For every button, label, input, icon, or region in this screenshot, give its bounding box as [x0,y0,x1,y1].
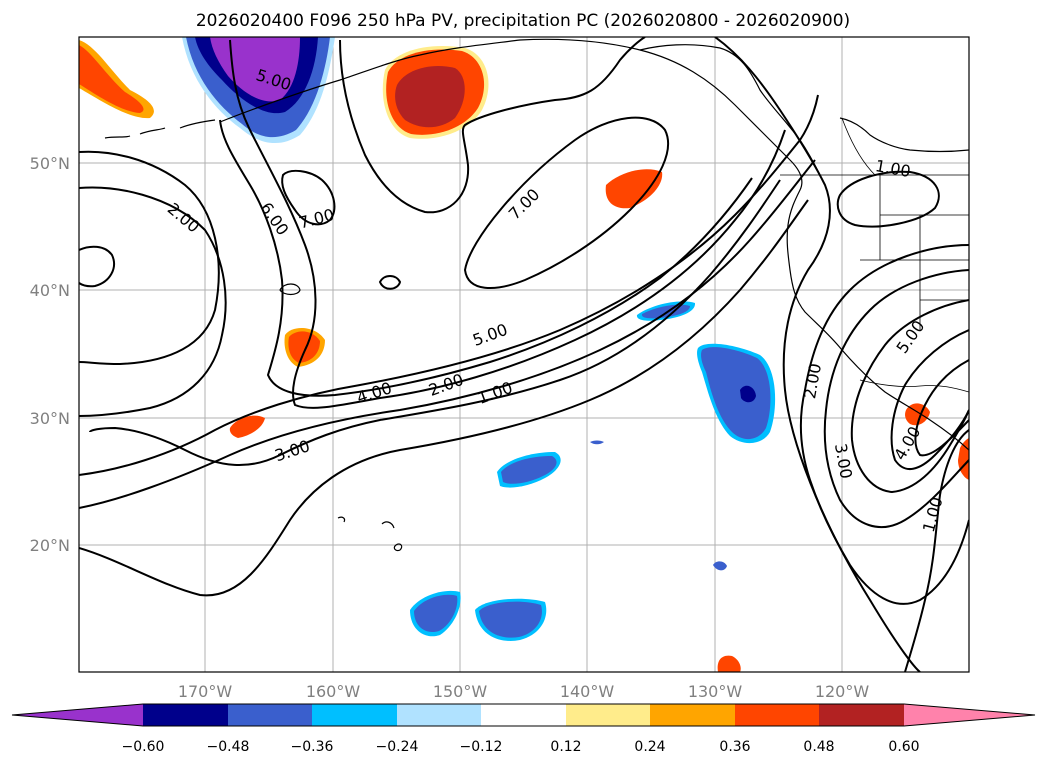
precip-negative-patch [701,347,771,440]
colorbar-tick-label: 0.48 [803,739,834,755]
colorbar-extend-high [904,704,1035,726]
hawaii-islands [337,516,403,552]
precip-positive-patch [605,169,663,209]
colorbar-tick-label: 0.36 [719,739,750,755]
contour-line [79,245,115,288]
colorbar-ticks: −0.60 −0.48 −0.36 −0.24 −0.12 0.12 0.24 … [122,739,920,755]
lon-label: 170°W [178,682,233,701]
lon-label: 120°W [815,682,870,701]
contour-line [89,179,781,467]
lat-labels: 50°N 40°N 30°N 20°N [30,154,70,555]
contour-line [79,186,227,417]
contour-line [79,94,819,476]
precip-positive-patch [395,65,465,128]
contour-line [79,199,809,597]
inland-coast [839,117,969,153]
map-background [79,37,969,672]
colorbar-outline [11,703,1036,727]
map-title: 2026020400 F096 250 hPa PV, precipitatio… [196,11,850,31]
precip-positive-patch [288,331,320,363]
precip-negative-patch [501,456,557,484]
contour-line [904,429,969,672]
contour-line [799,244,969,605]
lat-label: 30°N [30,409,70,428]
contour-line [914,359,969,457]
contour-line [714,37,921,672]
us-mexico-border [859,379,969,393]
lon-label: 160°W [306,682,361,701]
contour-line [79,150,220,366]
lon-label: 130°W [688,682,743,701]
contour-line [836,170,940,228]
north-america-coastline [219,38,969,451]
contour-line [823,269,969,529]
contour-line [463,116,670,289]
colorbar-tick-label: −0.24 [376,739,419,755]
contour-line [850,299,969,494]
colorbar-tick-label: −0.12 [460,739,503,755]
contour-line [378,275,402,290]
colorbar-tick-label: −0.36 [291,739,334,755]
precip-positive-patch [717,655,741,672]
colorbar-tick-label: −0.48 [207,739,250,755]
contour-line [219,119,753,397]
precip-shading [79,37,969,672]
contour-line [281,169,336,226]
colorbar-segment [312,704,397,726]
colorbar-segment [143,704,228,726]
lon-labels: 170°W 160°W 150°W 140°W 130°W 120°W [178,682,870,701]
precip-negative-patch [590,440,604,445]
precip-negative-patch [210,37,300,102]
lon-label: 150°W [433,682,488,701]
colorbar-extend-low [12,704,143,726]
precip-negative-patch [713,561,727,571]
colorbar-segment [228,704,312,726]
precip-negative-patch [479,601,542,638]
lat-label: 20°N [30,536,70,555]
precip-positive-patch [229,415,265,438]
canada-alaska-border [841,117,876,176]
lat-label: 50°N [30,154,70,173]
colorbar: −0.60 −0.48 −0.36 −0.24 −0.12 0.12 0.24 … [11,703,1036,755]
precip-negative-patch [414,594,458,633]
colorbar-tick-label: 0.12 [550,739,581,755]
contour-line [339,37,646,214]
precip-positive-patch [79,40,154,119]
colorbar-tick-label: −0.60 [122,739,165,755]
colorbar-tick-label: 0.60 [888,739,919,755]
colorbar-segment [397,704,481,726]
small-island [279,283,301,296]
colorbar-segment [819,704,904,726]
colorbar-segment [735,704,819,726]
colorbar-segment [566,704,650,726]
lon-label: 140°W [560,682,615,701]
aleutian-islands [104,119,216,139]
pv-contours [79,37,969,672]
precip-positive-patch [79,45,144,113]
colorbar-segment [481,704,566,726]
lat-label: 40°N [30,281,70,300]
map-frame [78,36,970,673]
colorbar-tick-label: 0.24 [634,739,665,755]
map-panel: 5.00 6.00 7.00 2.00 7.00 5.00 4.00 2.00 … [30,36,970,701]
precip-negative-patch [740,385,756,403]
contour-line [229,39,786,409]
colorbar-segment [650,704,735,726]
